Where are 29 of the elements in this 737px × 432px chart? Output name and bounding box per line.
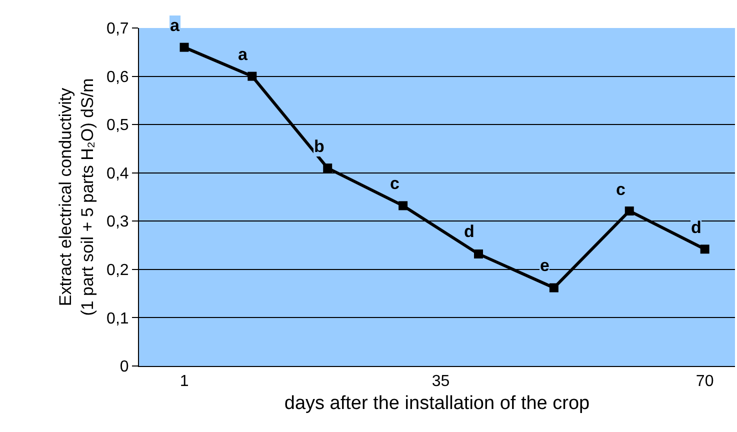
point [474, 249, 483, 258]
y-tick-label: 0,7 [106, 20, 129, 38]
y-tick-label: 0,2 [106, 262, 129, 280]
y-tick-label: 0,1 [106, 310, 129, 328]
point [180, 42, 189, 52]
y-tick-label: 0 [120, 358, 129, 376]
point [549, 283, 558, 292]
annotation: d [464, 222, 474, 241]
y-tick-label: 0,6 [106, 68, 129, 86]
y-tick-label: 0,5 [106, 117, 129, 134]
y-tick-label: 0,3 [106, 214, 129, 231]
annotation: d [691, 218, 702, 237]
x-tick-label: 35 [432, 373, 450, 390]
annotation: c [390, 174, 400, 193]
x-tick-label: 70 [696, 373, 714, 390]
point [700, 244, 710, 254]
point [624, 206, 634, 216]
x-axis-title: days after the installation of the crop [284, 393, 590, 414]
y-axis-title: Extract electrical conductivity (1 part soil + 5 parts H₂O) dS/m [56, 78, 98, 316]
point [248, 72, 257, 81]
point [398, 201, 408, 210]
annotation: a [238, 45, 248, 64]
annotation: b [314, 137, 324, 156]
x-tick-label: 1 [180, 373, 189, 390]
annotation: c [616, 180, 626, 199]
annotation: e [540, 256, 550, 275]
point [323, 164, 332, 173]
y-tick-label: 0,4 [106, 165, 129, 182]
annotation: a [170, 16, 180, 35]
